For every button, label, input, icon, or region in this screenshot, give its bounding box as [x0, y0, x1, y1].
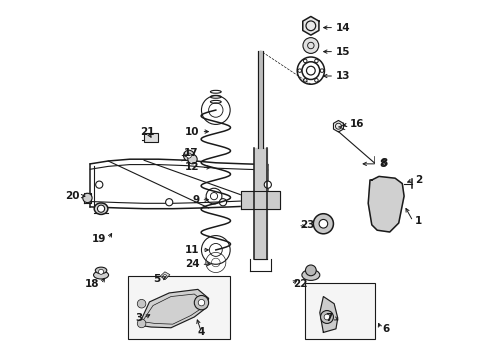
Ellipse shape	[301, 270, 319, 280]
Circle shape	[187, 154, 197, 164]
Text: 17: 17	[183, 148, 198, 158]
Polygon shape	[333, 121, 343, 132]
Circle shape	[96, 181, 102, 188]
Circle shape	[165, 199, 172, 206]
Circle shape	[219, 199, 226, 206]
Circle shape	[82, 193, 92, 203]
Bar	[305, 283, 375, 338]
Circle shape	[137, 300, 145, 308]
Text: 23: 23	[300, 220, 314, 230]
Polygon shape	[367, 176, 403, 232]
Ellipse shape	[93, 271, 108, 279]
Text: 19: 19	[92, 234, 106, 244]
Text: 22: 22	[292, 279, 307, 289]
Ellipse shape	[95, 267, 106, 274]
Text: 6: 6	[382, 324, 389, 334]
Circle shape	[163, 275, 167, 279]
Circle shape	[97, 205, 104, 212]
Polygon shape	[319, 297, 337, 332]
Bar	[128, 276, 230, 338]
Text: 10: 10	[185, 127, 199, 136]
Circle shape	[137, 319, 145, 328]
Text: 1: 1	[414, 216, 421, 226]
Polygon shape	[302, 17, 318, 35]
Text: 9: 9	[192, 195, 199, 205]
Text: 11: 11	[185, 245, 199, 255]
Circle shape	[320, 311, 333, 323]
Circle shape	[198, 300, 204, 306]
Text: 21: 21	[140, 127, 155, 136]
Bar	[144, 134, 158, 142]
Circle shape	[99, 269, 103, 274]
Text: 2: 2	[414, 175, 421, 185]
Polygon shape	[139, 289, 208, 328]
Text: 12: 12	[185, 162, 199, 172]
Circle shape	[186, 153, 191, 158]
Polygon shape	[160, 272, 169, 280]
Text: 13: 13	[335, 71, 350, 81]
Text: 3: 3	[135, 313, 142, 323]
Text: 8: 8	[378, 159, 386, 169]
Circle shape	[305, 265, 316, 276]
Circle shape	[324, 314, 329, 320]
Circle shape	[319, 220, 327, 228]
Text: 8: 8	[379, 158, 386, 168]
Circle shape	[303, 38, 318, 53]
Polygon shape	[258, 51, 263, 148]
Ellipse shape	[94, 203, 108, 215]
Text: 14: 14	[335, 23, 350, 33]
Polygon shape	[254, 148, 266, 259]
Text: 15: 15	[335, 46, 350, 57]
Circle shape	[194, 296, 208, 310]
Text: 4: 4	[197, 327, 205, 337]
Circle shape	[264, 181, 271, 188]
Circle shape	[313, 214, 333, 234]
Circle shape	[183, 150, 194, 161]
Text: 24: 24	[184, 259, 199, 269]
Text: 16: 16	[349, 120, 364, 129]
Text: 18: 18	[84, 279, 99, 289]
Polygon shape	[241, 191, 280, 209]
Text: 5: 5	[153, 274, 160, 284]
Text: 7: 7	[325, 313, 332, 323]
Text: 20: 20	[65, 191, 80, 201]
